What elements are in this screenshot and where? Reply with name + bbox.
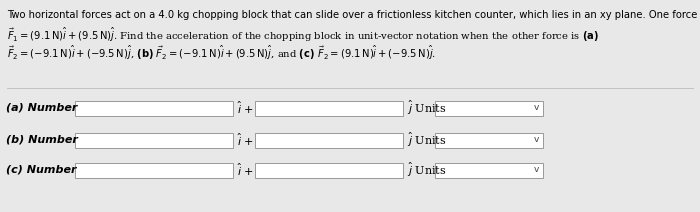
Text: v: v bbox=[533, 103, 539, 113]
Bar bbox=[75, 132, 233, 148]
Bar bbox=[435, 163, 543, 177]
Text: $\hat{i}$ +: $\hat{i}$ + bbox=[237, 100, 254, 116]
Text: Two horizontal forces act on a 4.0 kg chopping block that can slide over a frict: Two horizontal forces act on a 4.0 kg ch… bbox=[7, 10, 700, 20]
Text: (b) Number: (b) Number bbox=[6, 135, 78, 145]
Bar bbox=[435, 132, 543, 148]
Text: (c) Number: (c) Number bbox=[6, 165, 76, 175]
Text: $\hat{i}$ +: $\hat{i}$ + bbox=[237, 132, 254, 148]
Bar bbox=[435, 100, 543, 116]
Text: $\vec{F}_1 = \left(9.1\,\mathrm{N}\right)\hat{i}+\left(9.5\,\mathrm{N}\right)\ha: $\vec{F}_1 = \left(9.1\,\mathrm{N}\right… bbox=[7, 26, 599, 44]
Text: (a) Number: (a) Number bbox=[6, 103, 78, 113]
Bar bbox=[255, 163, 403, 177]
Text: $\hat{j}$ Units: $\hat{j}$ Units bbox=[407, 161, 447, 179]
Text: v: v bbox=[533, 135, 539, 145]
Text: v: v bbox=[533, 166, 539, 174]
Bar bbox=[255, 100, 403, 116]
Text: $\hat{i}$ +: $\hat{i}$ + bbox=[237, 162, 254, 178]
Bar bbox=[255, 132, 403, 148]
Bar bbox=[75, 163, 233, 177]
Text: $\hat{j}$ Units: $\hat{j}$ Units bbox=[407, 131, 447, 149]
Bar bbox=[75, 100, 233, 116]
Text: $\hat{j}$ Units: $\hat{j}$ Units bbox=[407, 99, 447, 117]
Text: $\vec{F}_2 = \left(-9.1\,\mathrm{N}\right)\hat{i}+\left(-9.5\,\mathrm{N}\right)\: $\vec{F}_2 = \left(-9.1\,\mathrm{N}\righ… bbox=[7, 44, 436, 62]
